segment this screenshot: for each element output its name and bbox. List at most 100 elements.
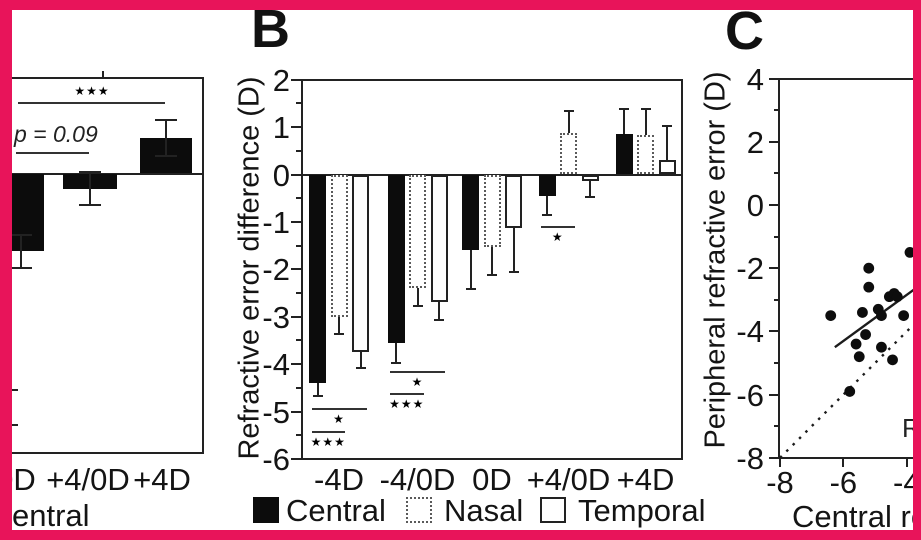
y-tick — [769, 267, 779, 270]
error-bar-cap — [79, 171, 101, 174]
x-tick-label: +4/0D — [526, 462, 611, 497]
error-bar — [567, 109, 570, 134]
y-tick-label: 0 — [746, 188, 764, 223]
y-minor-tick — [296, 197, 301, 200]
y-minor-tick — [774, 362, 779, 364]
significance-stars: ★★★ — [389, 396, 425, 411]
y-tick — [769, 140, 779, 143]
error-bar — [469, 250, 472, 290]
error-bar — [666, 125, 668, 161]
legend-label-nasal: Nasal — [444, 493, 524, 528]
x-tick-label: -8 — [766, 465, 794, 500]
legend-swatch-nasal — [406, 497, 432, 523]
bar-central — [387, 174, 405, 343]
error-bar-cap — [10, 233, 32, 236]
x-tick-label: +4D — [133, 462, 191, 497]
significance-stars: ★ — [333, 411, 345, 426]
scatter-point — [850, 338, 862, 350]
y-tick — [291, 315, 301, 318]
x-tick-label: -4/0D — [379, 462, 456, 497]
y-tick-label: -2 — [262, 252, 290, 288]
y-tick — [291, 363, 301, 366]
error-bar-cap — [542, 213, 552, 216]
y-tick-label: 2 — [746, 124, 764, 160]
error-bar-cap — [10, 267, 32, 270]
error-bar-cap — [662, 125, 672, 128]
error-bar-cap — [355, 366, 366, 369]
error-bar-cap — [391, 362, 401, 365]
y-tick-label: -6 — [736, 377, 764, 413]
x-tick-label: +4/0D — [46, 462, 130, 497]
x-tick-label: 0D — [472, 462, 512, 497]
y-tick-label: 4 — [746, 61, 764, 97]
y-tick-label: 0 — [272, 157, 290, 193]
bar-central — [538, 174, 556, 196]
y-minor-tick — [296, 339, 301, 342]
error-bar-cap — [79, 203, 101, 206]
significance-line — [541, 225, 575, 228]
y-minor-tick — [774, 109, 779, 112]
error-bar-cap — [563, 109, 574, 112]
x-tick-label: -4D — [314, 462, 364, 497]
panel-c: C Peripheral refractive error (D) 4 2 0 -2-… — [690, 0, 921, 540]
bar-nasal — [560, 133, 577, 175]
scatter-point — [891, 291, 903, 303]
error-bar — [416, 288, 419, 308]
significance-line — [390, 371, 445, 374]
error-bar — [316, 383, 319, 398]
panel-b-legend: Central Nasal Temporal — [248, 495, 718, 527]
y-tick — [291, 220, 301, 223]
y-minor-tick — [296, 434, 301, 437]
y-tick-label: -1 — [262, 204, 290, 240]
panel-b-letter: B — [251, 0, 290, 59]
y-tick — [769, 77, 779, 80]
identity-line-dotted — [779, 323, 913, 458]
panel-b: B Refractive error difference (D) 2 1 0 -1-… — [234, 0, 706, 527]
bar-nasal — [330, 174, 348, 317]
y-tick — [769, 456, 779, 459]
scatter-point — [876, 310, 887, 321]
panel-c-x-axis — [778, 457, 921, 459]
y-tick — [769, 330, 779, 333]
y-minor-tick — [296, 386, 301, 389]
y-minor-tick — [774, 235, 779, 238]
error-bar-cap — [155, 119, 177, 122]
significance-line — [311, 407, 367, 410]
scatter-point — [857, 307, 868, 318]
scatter-point — [825, 310, 837, 321]
p-value-text: p = 0.09 — [14, 121, 98, 147]
y-minor-tick — [774, 298, 779, 301]
significance-stars: ★ — [411, 375, 424, 390]
error-bar — [89, 171, 91, 206]
panel-c-x-axis-label: Central re — [792, 499, 921, 534]
significance-line — [311, 431, 345, 434]
panel-c-top-frame — [778, 78, 921, 80]
bar-temporal — [352, 174, 369, 353]
y-tick-label: 2 — [272, 62, 290, 98]
error-bar — [623, 108, 625, 135]
error-bar-cap — [619, 108, 629, 111]
error-bar-cap — [640, 108, 651, 111]
legend-label-temporal: Temporal — [578, 493, 706, 528]
x-tick — [842, 459, 845, 467]
bar-central — [615, 134, 633, 175]
bar-temporal — [658, 160, 676, 175]
y-tick-label: -3 — [262, 299, 290, 335]
error-bar-cap — [334, 332, 344, 335]
error-bar — [338, 316, 340, 335]
bar-nasal — [637, 134, 654, 175]
scatter-point — [844, 386, 856, 397]
error-bar-cap — [465, 287, 476, 290]
bar-temporal — [581, 174, 599, 182]
y-tick — [769, 393, 779, 396]
error-bar — [491, 247, 493, 276]
y-tick — [291, 268, 301, 271]
legend-swatch-central — [253, 497, 279, 523]
error-bar — [395, 342, 397, 365]
error-bar-cap — [155, 154, 177, 157]
y-minor-tick — [296, 102, 301, 105]
significance-line — [390, 392, 424, 395]
scatter-point — [876, 341, 887, 353]
scatter-point — [887, 354, 898, 366]
